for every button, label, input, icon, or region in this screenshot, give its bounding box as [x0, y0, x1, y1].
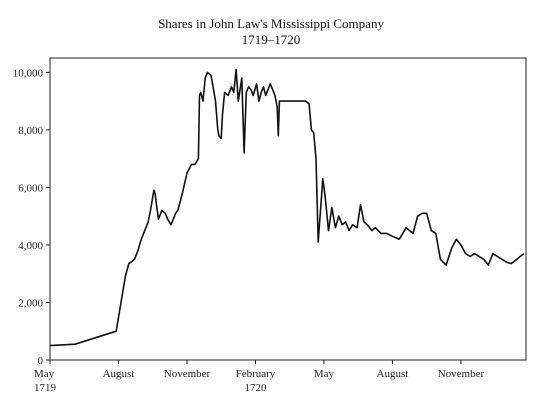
- series-line-share-price: [49, 68, 525, 347]
- x-tick-label: August: [377, 368, 409, 380]
- y-tick-label: 6,000: [18, 182, 43, 194]
- y-tick-label: 10,000: [13, 67, 44, 79]
- y-tick-label: 2,000: [18, 297, 43, 309]
- x-tick-year-label: 1720: [244, 382, 267, 394]
- x-axis-ticks: May 1719 August November February 1720 May Augu…: [34, 360, 484, 394]
- x-tick-label: May: [34, 368, 55, 380]
- y-tick-label: 8,000: [18, 125, 43, 137]
- y-tick-label: 4,000: [18, 240, 43, 252]
- chart-title: Shares in John Law's Mississippi Company: [158, 16, 384, 31]
- chart-subtitle: 1719–1720: [242, 32, 301, 47]
- x-tick-label: February: [236, 368, 276, 380]
- x-tick-label: November: [438, 368, 485, 380]
- x-tick-label: May: [314, 368, 335, 380]
- y-axis-ticks: 0 2,000 4,000 6,000 8,000 10,000: [13, 67, 50, 367]
- x-tick-year-label: 1719: [34, 382, 57, 394]
- x-tick-label: August: [103, 368, 135, 380]
- x-tick-label: November: [164, 368, 211, 380]
- plot-frame: [49, 57, 527, 361]
- y-tick-label: 0: [38, 355, 44, 367]
